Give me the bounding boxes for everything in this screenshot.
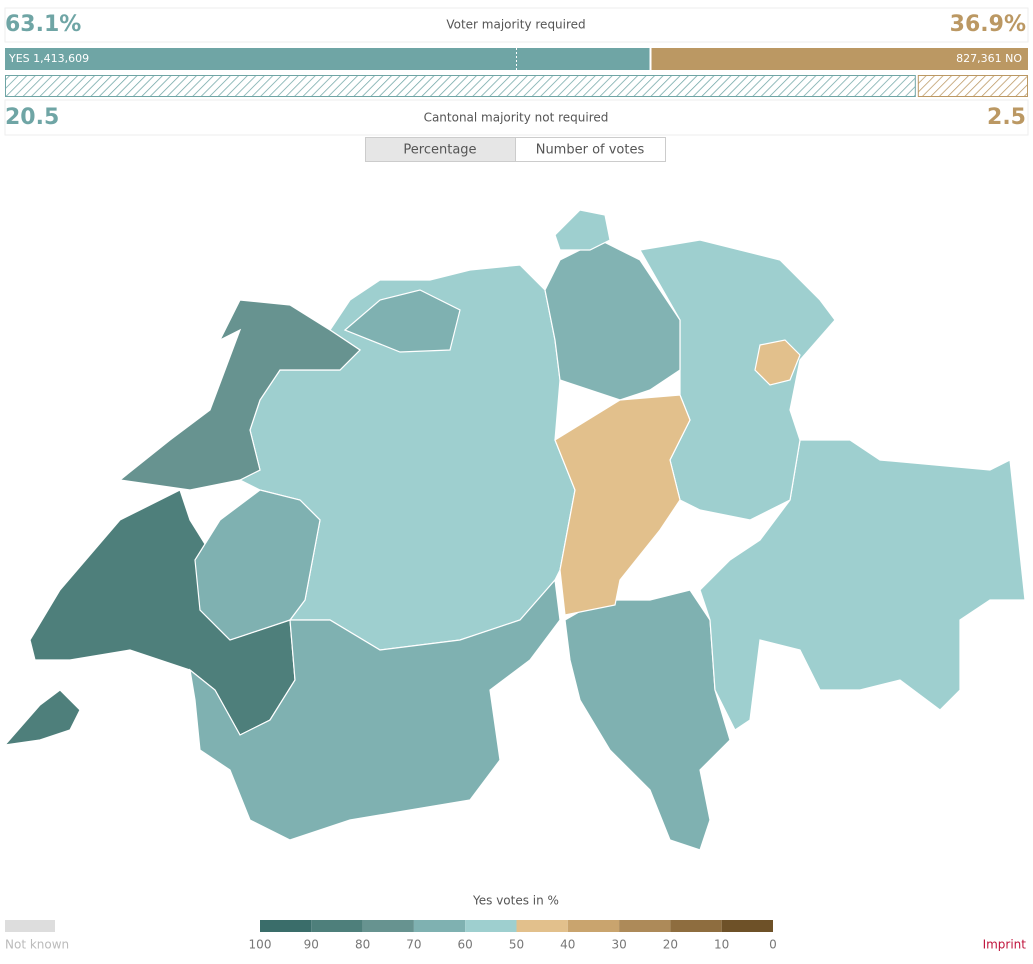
not-known-label: Not known [5,938,69,952]
legend-tick-label: 40 [560,938,575,952]
legend-tick-label: 70 [406,938,421,952]
yes-bar [5,48,650,70]
no-bar [651,48,1028,70]
popular-box [4,7,1029,43]
not-known-swatch [5,920,55,932]
map [3,209,1026,851]
cantonal-yes: 20.5 [5,105,59,130]
region [554,209,611,251]
yes-votes: YES 1,413,609 [8,52,89,65]
legend-swatch [670,920,722,932]
legend-tick-label: 60 [458,938,473,952]
toggle-label[interactable]: Number of votes [536,143,645,158]
imprint-link[interactable]: Imprint [983,938,1027,952]
legend-tick-label: 10 [714,938,729,952]
legend-tick-label: 20 [663,938,678,952]
no-votes: 827,361 NO [956,52,1022,65]
yes-percent: 63.1% [5,12,81,37]
region [118,299,361,491]
toggle-label[interactable]: Percentage [403,143,476,158]
toggle: Percentage Number of votes [365,137,666,162]
toggle-button[interactable] [515,137,666,162]
legend-tick-label: 0 [769,938,777,952]
legend-tick-label: 100 [249,938,272,952]
legend-swatch [413,920,466,932]
legend-tick-label: 50 [509,938,524,952]
legend-tick-label: 90 [304,938,319,952]
legend-swatch [260,920,312,932]
cantonal-yes-bar [5,75,916,97]
region [564,589,731,851]
legend-swatch [567,920,620,932]
legend-swatch [311,920,363,932]
cantonal-no: 2.5 [987,105,1026,130]
region [194,489,321,641]
region [554,394,691,616]
region [754,339,801,386]
legend-tick-label: 80 [355,938,370,952]
popular-label: Voter majority required [446,18,585,32]
legend-tick-label: 30 [611,938,626,952]
legend-swatch [362,920,414,932]
no-percent: 36.9% [950,12,1026,37]
region [189,578,561,841]
region [343,289,461,353]
legend-swatch [721,920,773,932]
cantonal-no-bar [917,75,1028,97]
legend-swatch [516,920,568,932]
region [3,689,81,746]
legend-swatch [619,920,671,932]
legend-swatch [465,920,517,932]
legend-title: Yes votes in % [472,894,559,908]
cantonal-box [4,99,1029,136]
cantonal-label: Cantonal majority not required [424,111,609,125]
